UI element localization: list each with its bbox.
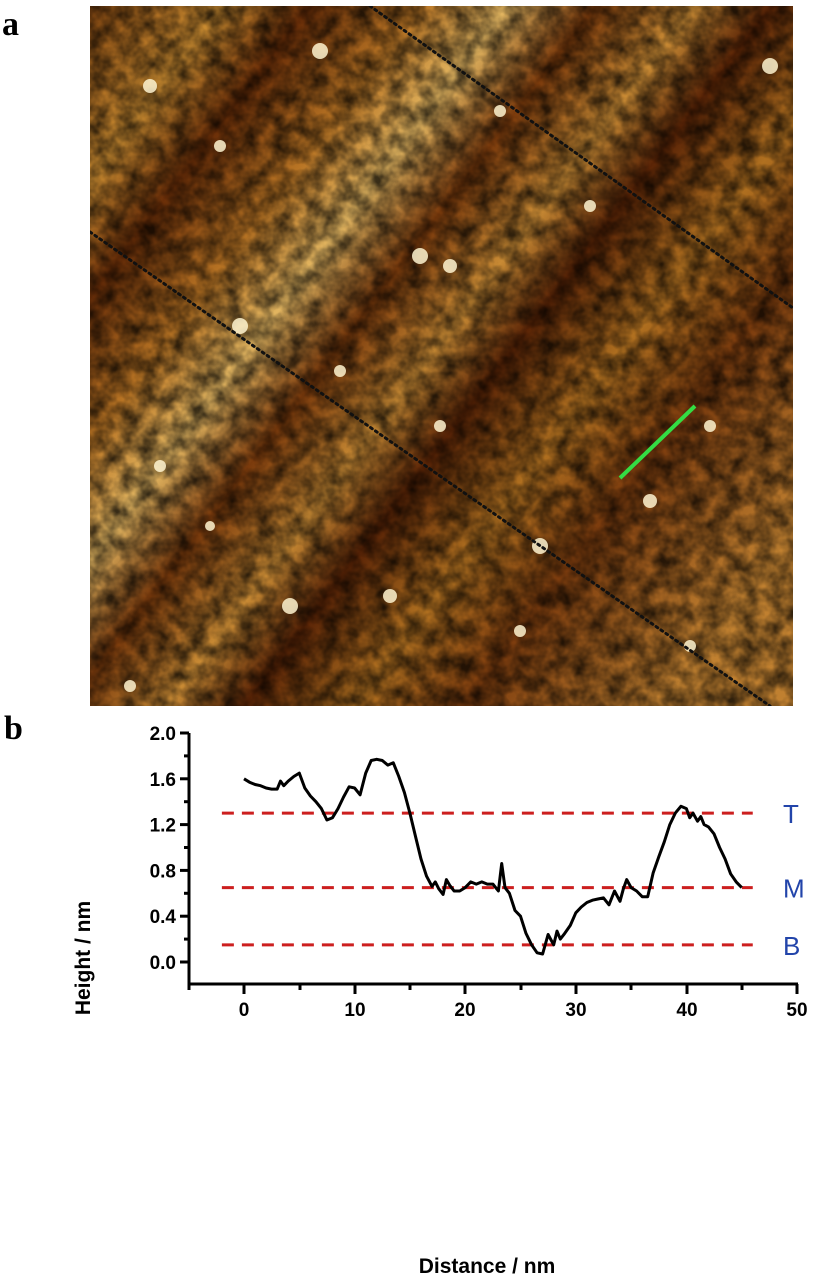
height-profile-chart: 2.0 1.6 1.2 0.8 0.4 0.0 0 10 20 30 40 50… <box>72 724 808 1278</box>
x-axis <box>187 982 799 994</box>
reference-labels: T MB <box>783 799 805 961</box>
panel-label-b: b <box>4 710 23 747</box>
ytick-label: 1.2 <box>150 816 176 837</box>
reference-label-m: M <box>783 874 805 904</box>
xtick-label: 30 <box>565 1000 586 1021</box>
reference-label-t: T <box>783 799 799 829</box>
xtick-label: 40 <box>676 1000 697 1021</box>
xtick-label: 10 <box>344 1000 365 1021</box>
y-axis-title: Height / nm <box>72 901 95 1015</box>
height-profile-line <box>243 757 743 956</box>
xtick-label: 0 <box>239 1000 250 1021</box>
dotted-line-upper <box>368 6 793 310</box>
dotted-line-lower <box>90 230 772 706</box>
ytick-label: 0.0 <box>150 953 176 974</box>
ytick-label: 0.8 <box>150 861 176 882</box>
bright-grains <box>124 43 778 692</box>
panel-label-a: a <box>2 6 19 43</box>
reference-lines <box>221 811 753 947</box>
profile-line-marker <box>618 404 697 480</box>
ytick-label: 1.6 <box>150 770 176 791</box>
y-axis <box>180 731 191 985</box>
xtick-label: 50 <box>786 1000 807 1021</box>
ytick-label: 0.4 <box>150 907 177 928</box>
afm-height-image <box>90 6 793 706</box>
reference-label-b: B <box>783 931 800 961</box>
xtick-label: 20 <box>454 1000 475 1021</box>
x-axis-title: Distance / nm <box>419 1255 556 1278</box>
ytick-label: 2.0 <box>150 724 176 745</box>
